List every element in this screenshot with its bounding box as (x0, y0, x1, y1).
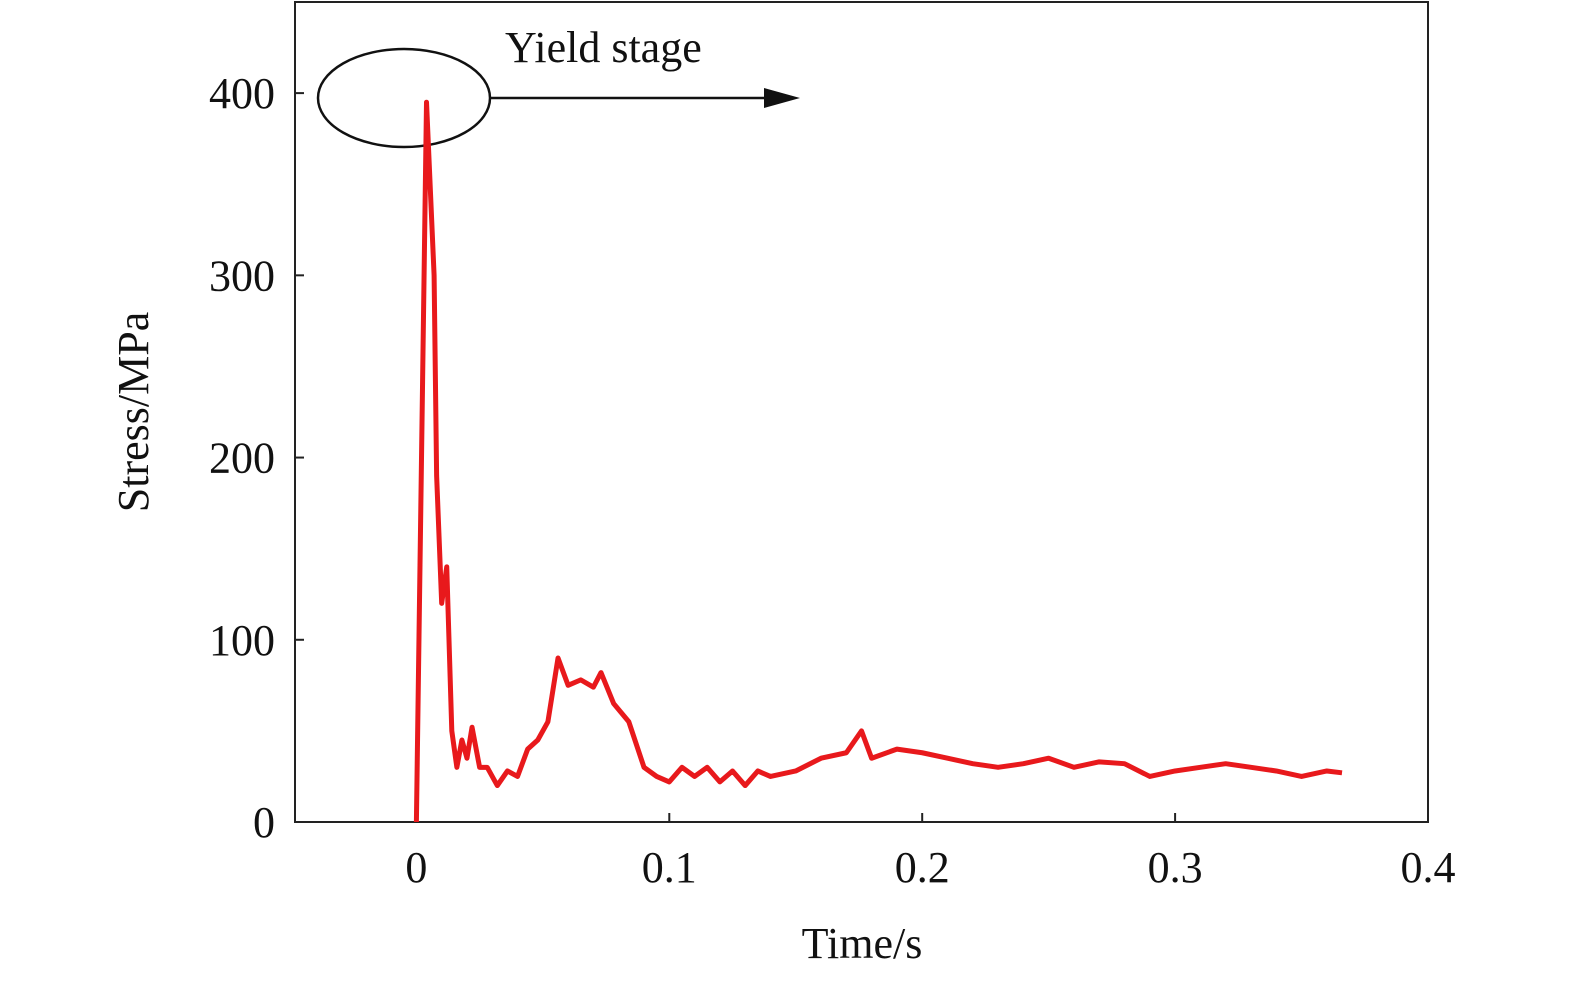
y-tick-label: 100 (209, 616, 275, 665)
y-tick-label: 0 (253, 798, 275, 847)
yield-ellipse (316, 47, 492, 149)
y-tick-label: 300 (209, 251, 275, 300)
x-tick-label: 0.1 (642, 843, 697, 892)
stress-line (413, 99, 1343, 823)
y-tick-label: 200 (209, 434, 275, 483)
y-tick-label: 400 (209, 69, 275, 118)
y-axis-label: Stress/MPa (109, 312, 158, 512)
x-axis-label: Time/s (802, 919, 923, 968)
x-tick-label: 0.4 (1401, 843, 1456, 892)
x-tick-label: 0.3 (1148, 843, 1203, 892)
x-tick-label: 0.2 (895, 843, 950, 892)
annotation: Yield stage (505, 23, 702, 72)
plot-frame (294, 1, 1429, 823)
arrow-head (764, 88, 800, 108)
x-tick-label: 0 (405, 843, 427, 892)
